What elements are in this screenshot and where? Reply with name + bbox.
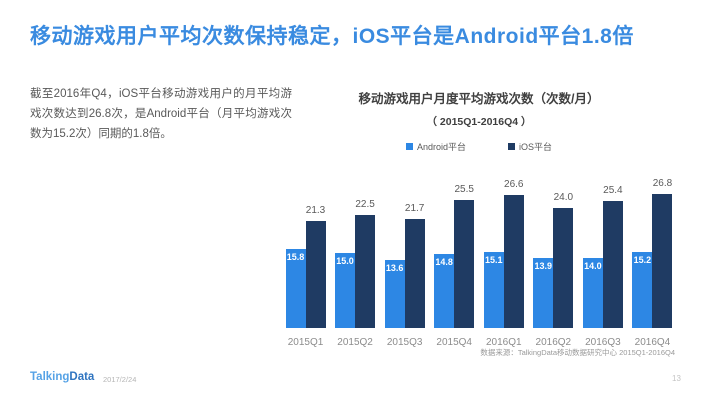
bar-value-label: 24.0 [553,192,574,203]
chart-plot: 15.8 21.3 2015Q1 15.0 22.5 2015Q2 13.6 21.7 2015… [285,168,673,348]
bar-group: 15.2 26.8 2016Q4 [632,168,673,348]
android-bar: 13.9 [533,258,554,328]
x-axis-label: 2015Q4 [436,337,472,348]
android-bar: 13.6 [384,260,405,328]
legend-label: Android平台 [416,142,466,152]
ios-swatch-icon [508,143,515,150]
legend-label: iOS平台 [519,142,553,152]
x-axis-label: 2016Q2 [535,337,572,348]
bar-value-label: 14.8 [435,257,453,267]
slide-title: 移动游戏用户平均次数保持稳定，iOS平台是Android平台1.8倍 [30,25,634,48]
source-note: 数据来源：TalkingData移动数据研究中心 2015Q1-2016Q4 [480,348,675,357]
ios-bar: 21.7 [404,203,425,328]
logo-data: Data [69,371,95,383]
android-bar: 15.8 [285,249,306,328]
bar-value-label: 26.6 [504,179,524,190]
x-axis-label: 2015Q3 [386,337,423,348]
ios-bar: 24.0 [553,192,574,328]
bar-value-label: 21.7 [404,203,425,214]
bar-value-label: 15.8 [286,252,305,262]
logo-talking: Talking [30,371,70,383]
android-bar: 15.0 [335,253,356,328]
bar-group: 15.1 26.6 2016Q1 [483,168,524,348]
ios-bar: 22.5 [355,199,376,328]
bar-group: 13.6 21.7 2015Q3 [384,168,425,348]
body-text: 截至2016年Q4，iOS平台移动游戏用户的月平均游戏次数达到26.8次，是An… [30,88,292,141]
x-axis-label: 2016Q1 [485,337,522,348]
x-axis-label: 2015Q1 [287,337,324,348]
ios-bar: 25.5 [454,184,475,328]
footer-date: 2017/2/24 [103,375,137,384]
bar-group: 14.8 25.5 2015Q4 [434,168,475,348]
chart-subtitle: （ 2015Q1-2016Q4 ） [426,116,532,128]
chart-legend: Android平台 iOS平台 [283,140,675,153]
android-swatch-icon [405,143,413,150]
talkingdata-logo: TalkingData [30,371,94,383]
x-axis-label: 2016Q3 [585,337,621,348]
android-bar: 14.0 [582,258,603,328]
bar-value-label: 14.0 [584,261,602,271]
bar-group: 14.0 25.4 2016Q3 [582,168,623,348]
android-bar: 15.2 [632,252,653,328]
ios-bar: 21.3 [305,205,326,328]
bar-group: 15.0 22.5 2015Q2 [335,168,376,348]
x-axis-label: 2015Q2 [337,337,373,348]
bar-value-label: 15.1 [484,255,503,265]
ios-bar: 26.6 [503,179,524,328]
bar-value-label: 15.0 [336,256,354,266]
chart: 移动游戏用户月度平均游戏次数（次数/月） （ 2015Q1-2016Q4 ） A… [283,88,675,368]
ios-bar: 25.4 [602,185,623,328]
legend-item-android: Android平台 [405,140,466,153]
ios-bar: 26.8 [652,178,673,328]
x-axis-label: 2016Q4 [634,337,671,348]
bar-group: 13.9 24.0 2016Q2 [533,168,574,348]
page-number: 13 [672,374,681,383]
chart-title: 移动游戏用户月度平均游戏次数（次数/月） [358,92,600,106]
android-bar: 14.8 [434,254,455,328]
bar-value-label: 25.4 [603,185,623,196]
bar-value-label: 13.6 [385,263,404,273]
android-bar: 15.1 [483,252,504,328]
bar-value-label: 15.2 [633,255,652,265]
bar-value-label: 13.9 [534,261,553,271]
bar-group: 15.8 21.3 2015Q1 [285,168,326,348]
bar-value-label: 25.5 [454,184,474,195]
bar-value-label: 22.5 [355,199,375,210]
bar-value-label: 26.8 [652,178,673,189]
legend-item-ios: iOS平台 [508,140,552,153]
bar-value-label: 21.3 [305,205,326,216]
